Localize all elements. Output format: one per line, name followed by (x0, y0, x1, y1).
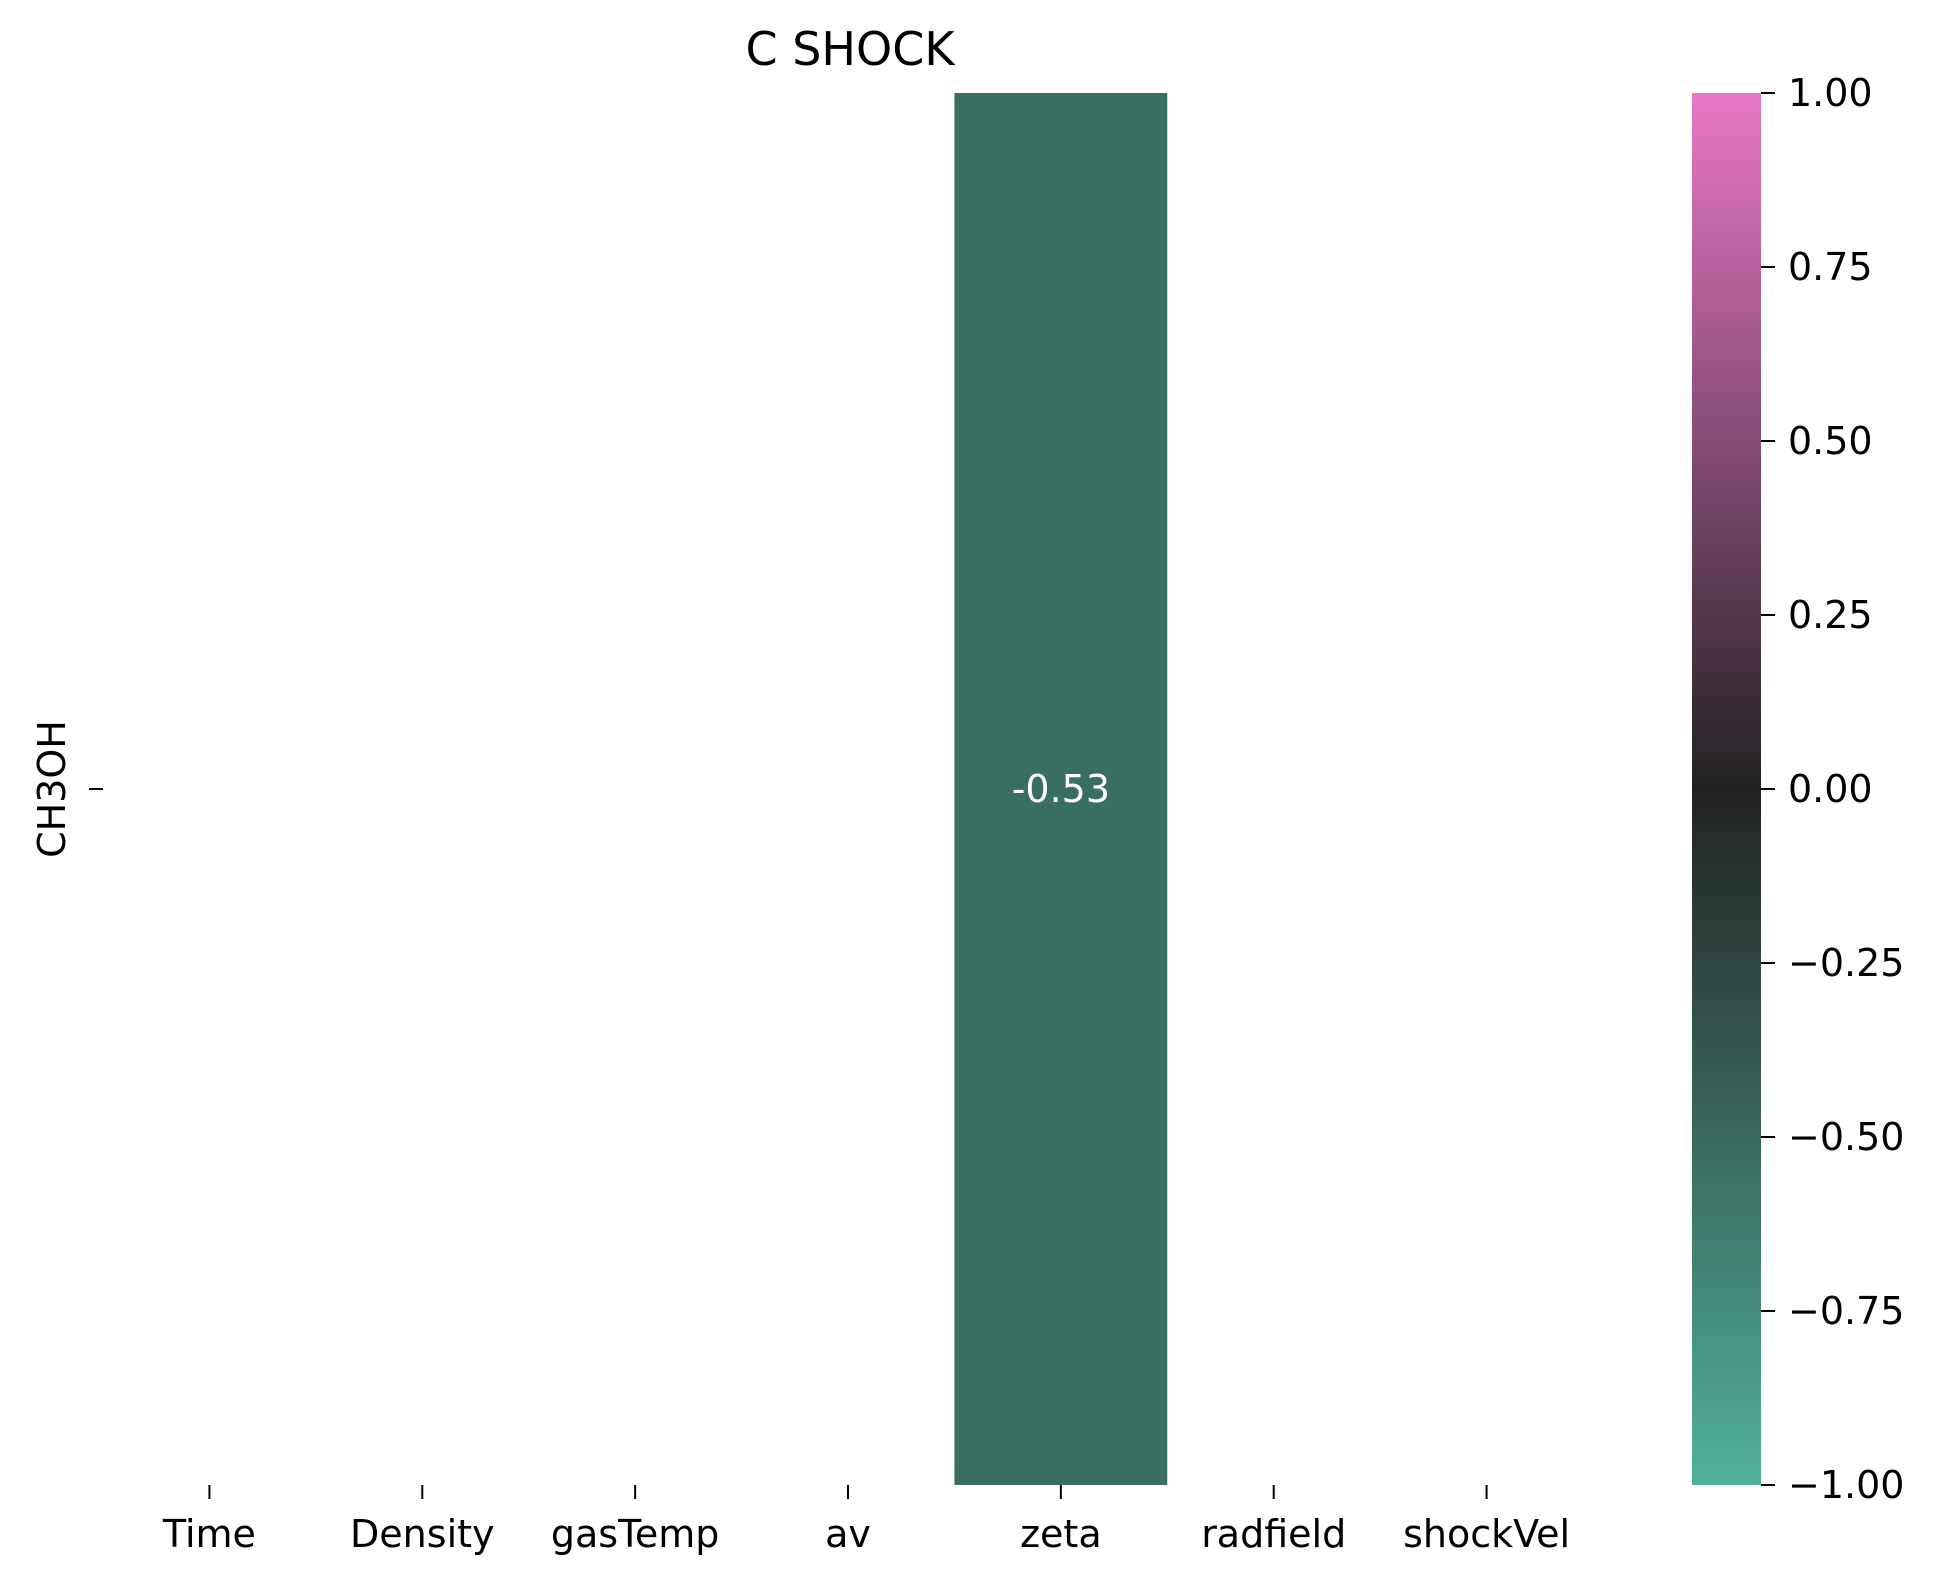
cell-value-label: -0.53 (1012, 767, 1110, 811)
colorbar-tick-label: −0.50 (1788, 1115, 1904, 1159)
x-tick-label: zeta (1020, 1512, 1102, 1556)
colorbar-tick-label: 0.00 (1788, 767, 1873, 811)
colorbar-tick-label: 1.00 (1788, 71, 1873, 115)
x-tick-label: shockVel (1403, 1512, 1570, 1556)
colorbar-ticks: 1.00 0.75 0.50 0.25 0.00 −0.25 −0.50 −0.75 −1.00 (1761, 71, 1904, 1507)
colorbar-tick-label: 0.75 (1788, 245, 1873, 289)
colorbar-tick-label: −0.75 (1788, 1289, 1904, 1333)
colorbar-tick-label: −1.00 (1788, 1463, 1904, 1507)
colorbar-tick-label: 0.25 (1788, 593, 1873, 637)
x-tick-label: Time (162, 1512, 256, 1556)
heatmap-cells (954, 93, 1168, 1485)
x-tick-label: radfield (1201, 1512, 1346, 1556)
heatmap-cell-ch3oh-zeta (954, 93, 1168, 1485)
colorbar-tick-label: 0.50 (1788, 419, 1873, 463)
colorbar (1692, 93, 1761, 1485)
x-tick-label: Density (350, 1512, 494, 1556)
colorbar-tick-label: −0.25 (1788, 941, 1904, 985)
heatmap-cell-labels: -0.53 (1012, 767, 1110, 811)
y-tick-label: CH3OH (30, 720, 74, 858)
x-tick-label: gasTemp (551, 1512, 719, 1556)
y-axis-ticks: CH3OH (30, 720, 103, 858)
x-tick-label: av (825, 1512, 871, 1556)
chart-title: C SHOCK (745, 22, 956, 76)
x-axis-ticks: Time Density gasTemp av zeta radfield shockVel (162, 1485, 1570, 1556)
